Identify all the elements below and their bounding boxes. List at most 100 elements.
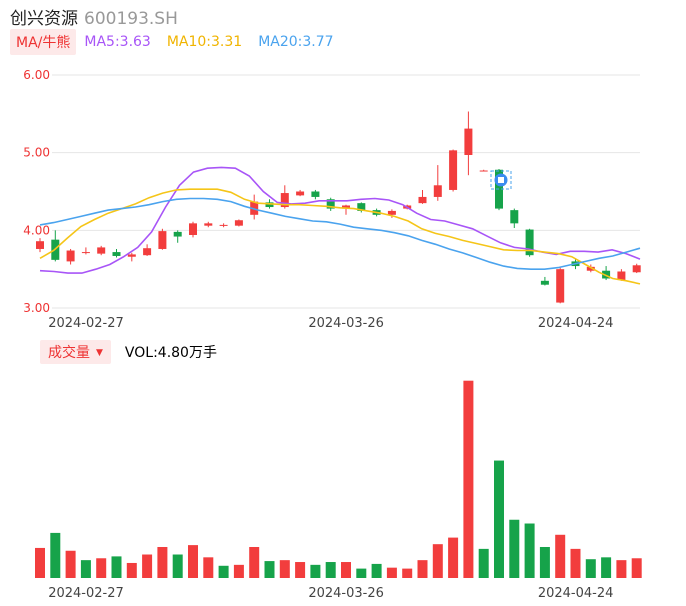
volume-bar <box>524 523 535 578</box>
volume-bar <box>279 560 290 578</box>
volume-bar <box>402 568 413 578</box>
ma10-value: MA10:3.31 <box>166 34 243 50</box>
volume-bar <box>386 567 397 578</box>
candle-body <box>387 210 396 215</box>
volume-selector-button[interactable]: 成交量 ▼ <box>40 340 111 364</box>
candle-body <box>540 280 549 285</box>
volume-bar <box>172 554 183 578</box>
volume-bar <box>111 556 122 578</box>
volume-bar <box>50 532 61 578</box>
candle-body <box>280 193 289 208</box>
volume-bar <box>341 562 351 578</box>
candle-body <box>586 266 595 271</box>
candle-body <box>97 247 106 254</box>
volume-bar <box>157 546 168 578</box>
ma10-line <box>39 188 641 285</box>
candle-body <box>66 250 75 262</box>
ma20-value: MA20:3.77 <box>258 34 334 50</box>
candle-body <box>342 205 350 209</box>
volume-bar <box>478 548 489 578</box>
candle-body <box>418 196 427 204</box>
volume-bar <box>601 557 612 578</box>
volume-bar <box>432 544 443 578</box>
date-tick-label: 2024-04-24 <box>538 316 614 331</box>
volume-bar <box>80 560 91 578</box>
stock-code: 600193.SH <box>84 9 178 29</box>
date-tick-label: 2024-03-26 <box>308 316 384 331</box>
price-grid <box>52 74 640 309</box>
volume-bars <box>35 380 642 578</box>
volume-bar <box>35 547 45 578</box>
volume-bar <box>203 557 214 578</box>
volume-bar <box>631 558 642 578</box>
volume-bar <box>142 554 153 578</box>
price-axis-label: 3.00 <box>23 301 50 315</box>
price-date-axis: 2024-02-27 2024-03-26 2024-04-24 <box>48 316 613 331</box>
candle-body <box>204 223 213 226</box>
volume-bar <box>448 537 459 578</box>
volume-bar <box>249 546 260 578</box>
candle-body <box>632 265 641 273</box>
volume-bar <box>126 562 137 578</box>
ma5-line <box>39 166 641 274</box>
candle-body <box>143 248 152 256</box>
candle-body <box>556 269 565 303</box>
candle-body <box>112 252 121 256</box>
candle-body <box>510 210 519 224</box>
date-tick-label: 2024-03-26 <box>308 586 384 601</box>
volume-bar <box>555 534 566 578</box>
volume-value: VOL:4.80万手 <box>124 345 217 361</box>
stock-name: 创兴资源 <box>10 9 78 29</box>
volume-bar <box>65 550 76 578</box>
candle-body <box>357 203 366 211</box>
date-tick-label: 2024-02-27 <box>48 316 124 331</box>
moving-average-lines <box>39 166 641 285</box>
volume-bar <box>371 563 382 578</box>
volume-bar <box>616 560 627 578</box>
candle-body <box>602 270 611 279</box>
ma20-line <box>39 197 641 271</box>
stock-title: 创兴资源 600193.SH <box>10 4 178 29</box>
candle-body <box>617 271 626 281</box>
volume-selector-label: 成交量 <box>48 345 90 361</box>
price-axis-label: 5.00 <box>23 146 50 160</box>
volume-bar <box>96 558 107 578</box>
candle-body <box>189 223 197 235</box>
candle-body <box>81 252 90 254</box>
candle-body <box>127 254 136 257</box>
price-axis-label: 6.00 <box>23 68 50 82</box>
volume-indicator-bar: 成交量 ▼ VOL:4.80万手 <box>40 340 217 364</box>
candle-body <box>296 191 305 196</box>
candle-body <box>464 128 473 155</box>
volume-bar <box>188 545 198 578</box>
candle-body <box>234 220 243 226</box>
volume-bar <box>539 546 550 578</box>
candle-body <box>479 170 488 172</box>
candle-body <box>158 231 167 249</box>
volume-bar <box>494 460 504 578</box>
date-tick-label: 2024-04-24 <box>538 586 614 601</box>
volume-date-axis: 2024-02-27 2024-03-26 2024-04-24 <box>48 586 613 601</box>
price-axis-labels: 6.00 5.00 4.00 3.00 <box>23 68 50 315</box>
volume-bar <box>310 564 321 578</box>
volume-bar <box>509 519 520 578</box>
price-axis-label: 4.00 <box>23 223 50 237</box>
candle-body <box>525 229 534 256</box>
candle-body <box>326 199 335 209</box>
candle-body <box>173 231 182 237</box>
volume-bar <box>417 560 428 578</box>
candle-body <box>36 241 44 249</box>
volume-bar <box>463 380 474 578</box>
event-marker-icon[interactable] <box>490 170 512 190</box>
ma-indicator-bar: MA/牛熊 MA5:3.63 MA10:3.31 MA20:3.77 <box>10 29 350 55</box>
candle-body <box>219 224 228 226</box>
date-tick-label: 2024-02-27 <box>48 586 124 601</box>
volume-bar <box>218 565 229 578</box>
volume-bar <box>264 561 275 578</box>
ma-bull-bear-button[interactable]: MA/牛熊 <box>10 29 77 55</box>
volume-bar <box>570 548 581 578</box>
ma5-value: MA5:3.63 <box>84 34 151 50</box>
volume-bar <box>356 568 367 578</box>
volume-bar <box>233 564 244 578</box>
